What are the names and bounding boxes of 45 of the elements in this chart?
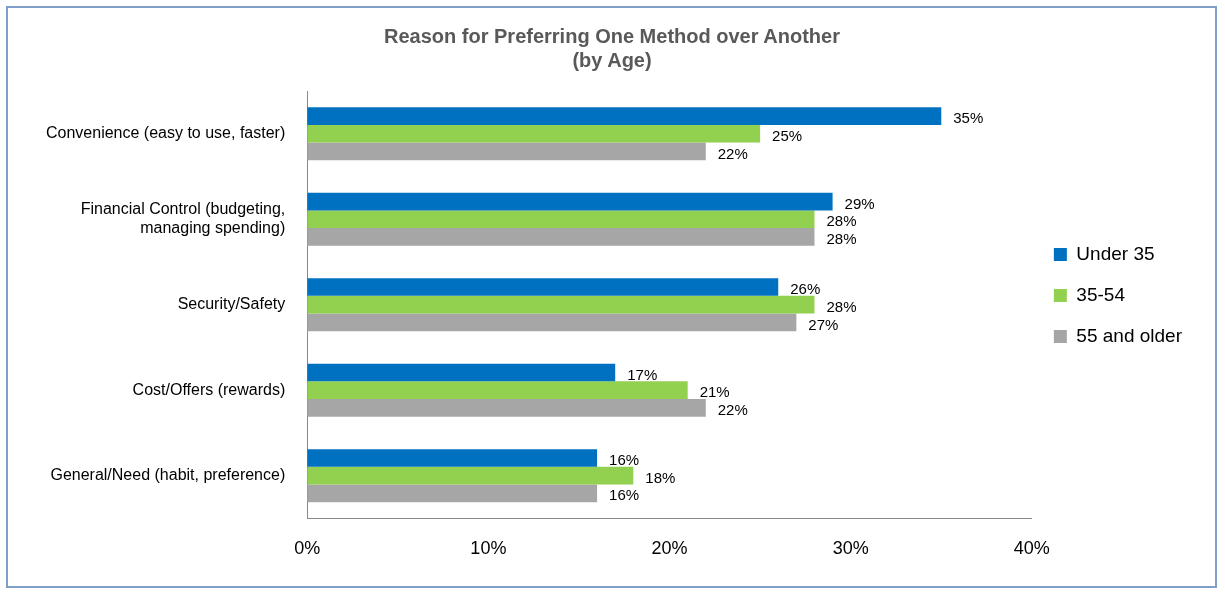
y-tick-label: General/Need (habit, preference)	[50, 466, 286, 484]
data-label: 16%	[609, 451, 640, 469]
y-tick-label: Security/Safety	[177, 295, 286, 313]
bar	[307, 124, 761, 143]
bar	[307, 399, 706, 417]
x-tick-label: 0%	[294, 538, 321, 559]
bar	[307, 484, 598, 503]
bar	[307, 192, 833, 211]
x-tick-label: 30%	[832, 538, 869, 559]
data-label: 21%	[699, 383, 730, 401]
bar	[307, 278, 779, 296]
y-tick-label: Convenience (easy to use, faster)	[46, 124, 286, 142]
bar	[307, 449, 598, 467]
x-tick-label: 20%	[651, 538, 688, 559]
bar	[307, 228, 815, 246]
data-label: 35%	[953, 109, 984, 127]
text: Reason for Preferring One Method over Another	[384, 24, 840, 47]
legend-label: 35-54	[1076, 283, 1126, 305]
data-label: 28%	[826, 297, 857, 315]
data-label: 16%	[609, 486, 640, 504]
bar	[307, 295, 815, 314]
x-tick-label: 10%	[470, 538, 507, 559]
bar	[307, 142, 706, 161]
data-label: 29%	[844, 194, 875, 212]
bar	[307, 381, 688, 400]
x-tick-label: 40%	[1013, 538, 1050, 559]
bar	[307, 466, 634, 485]
data-label: 17%	[627, 365, 658, 383]
data-label: 22%	[717, 400, 748, 418]
bar	[307, 313, 797, 332]
bar	[307, 107, 942, 125]
data-label: 26%	[790, 280, 821, 298]
data-label: 27%	[808, 315, 839, 333]
y-tick-label: Cost/Offers (rewards)	[132, 380, 286, 398]
legend-label: 55 and older	[1076, 324, 1183, 346]
data-label: 22%	[717, 144, 748, 162]
text: (by Age)	[572, 48, 652, 71]
data-label: 28%	[826, 212, 857, 230]
data-label: 18%	[645, 468, 676, 486]
bar	[307, 210, 815, 229]
data-label: 25%	[772, 126, 803, 144]
data-label: 28%	[826, 230, 857, 248]
y-tick-label: Financial Control (budgeting, managing spending)	[80, 200, 286, 237]
bar	[307, 363, 616, 382]
legend-label: Under 35	[1076, 242, 1155, 264]
